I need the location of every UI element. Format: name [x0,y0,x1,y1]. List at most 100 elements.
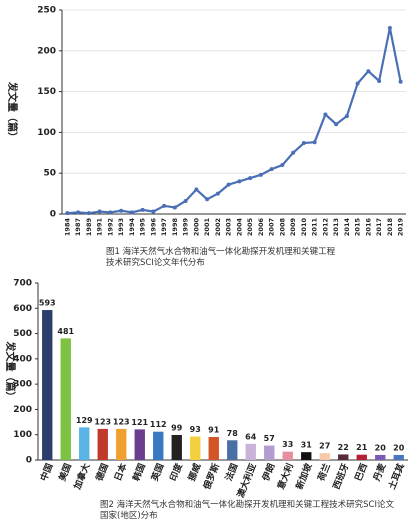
data-label: 31 [301,441,313,450]
x-tick-label: 中国 [37,462,55,483]
marker [312,140,317,145]
y-axis-label: 发文量（篇） [4,341,17,402]
data-label: 57 [264,434,275,443]
x-tick-label: 丹麦 [370,461,388,483]
y-tick-label: 50 [43,169,56,179]
y-tick-label: 400 [13,354,32,364]
bar [338,454,349,460]
y-tick-label: 100 [37,128,56,138]
marker [65,211,70,216]
x-tick-label: 印度 [167,461,185,483]
data-label: 33 [282,440,293,449]
x-tick-label: 法国 [222,462,240,483]
bar [190,436,201,460]
x-tick-label: 2009 [289,218,297,237]
bar [264,445,275,460]
marker [76,210,81,215]
x-tick-label: 2015 [354,218,362,237]
x-tick-label: 新加坡 [293,461,315,491]
data-label: 121 [131,418,148,427]
marker [162,203,167,208]
y-tick-label: 700 [13,279,32,289]
x-tick-label: 韩国 [130,462,148,483]
x-tick-label: 1989 [85,218,93,237]
x-tick-label: 意大利 [275,462,296,492]
bar [153,431,164,460]
marker [119,208,124,213]
x-tick-label: 2006 [257,218,265,237]
x-tick-label: 2017 [375,218,383,236]
data-label: 593 [39,299,56,308]
data-label: 99 [171,423,183,432]
x-tick-label: 1996 [149,218,157,237]
marker [387,25,392,30]
bar [393,454,404,460]
data-label: 22 [338,443,349,452]
bar [208,436,219,460]
x-tick-label: 2019 [397,218,405,237]
marker [269,167,274,172]
bar [42,310,53,460]
x-tick-label: 德国 [93,462,111,483]
y-tick-label: 250 [37,6,56,16]
marker [258,172,263,177]
marker [248,176,253,181]
x-tick-label: 2013 [332,218,340,236]
y-tick-label: 0 [50,210,56,220]
y-tick-label: 0 [26,456,32,466]
x-tick-label: 1991 [96,218,104,237]
caption: 图2 海洋天然气水合物和油气一体化勘探开发机理和关键工程技术研究SCI论文国家(… [100,500,394,521]
data-label: 27 [319,442,330,451]
x-tick-label: 2012 [321,218,329,236]
data-label: 20 [375,443,387,452]
marker [86,211,91,216]
bar [301,452,312,460]
data-label: 93 [190,425,201,434]
x-tick-label: 1993 [117,218,125,236]
x-tick-label: 2011 [311,218,319,237]
marker [194,187,199,192]
x-tick-label: 1992 [106,218,114,236]
y-tick-label: 500 [13,329,32,339]
marker [108,210,113,215]
x-tick-label: 伊朗 [259,462,277,484]
x-tick-label: 1984 [63,218,71,237]
x-tick-label: 西班牙 [330,462,351,492]
marker [172,205,177,210]
data-label: 78 [227,429,239,438]
x-tick-label: 2005 [246,218,254,237]
bar [227,440,238,460]
y-axis-label: 发文量（篇） [6,81,19,142]
x-tick-label: 1998 [171,218,179,237]
marker [355,81,360,86]
bar [116,428,127,460]
marker [226,182,231,187]
bar [356,454,367,460]
bar [282,451,293,460]
x-tick-label: 英国 [148,462,166,484]
marker [398,79,403,84]
y-tick-label: 200 [13,405,32,415]
bar [319,453,330,460]
x-tick-label: 1987 [74,218,82,236]
x-tick-label: 日本 [111,461,129,483]
x-tick-label: 1997 [160,218,168,236]
x-tick-label: 2018 [386,218,394,237]
x-tick-label: 2010 [300,218,308,237]
x-tick-label: 2002 [214,218,222,236]
marker [215,191,220,196]
y-tick-label: 600 [13,304,32,314]
marker [237,179,242,184]
x-tick-label: 1994 [128,218,136,237]
x-tick-label: 土耳其 [386,462,407,492]
x-tick-label: 2000 [192,218,200,237]
y-tick-label: 300 [13,380,32,390]
marker [301,141,306,146]
marker [97,209,102,214]
bar [79,427,90,460]
data-label: 91 [208,425,220,434]
data-label: 20 [393,443,405,452]
marker [151,209,156,214]
